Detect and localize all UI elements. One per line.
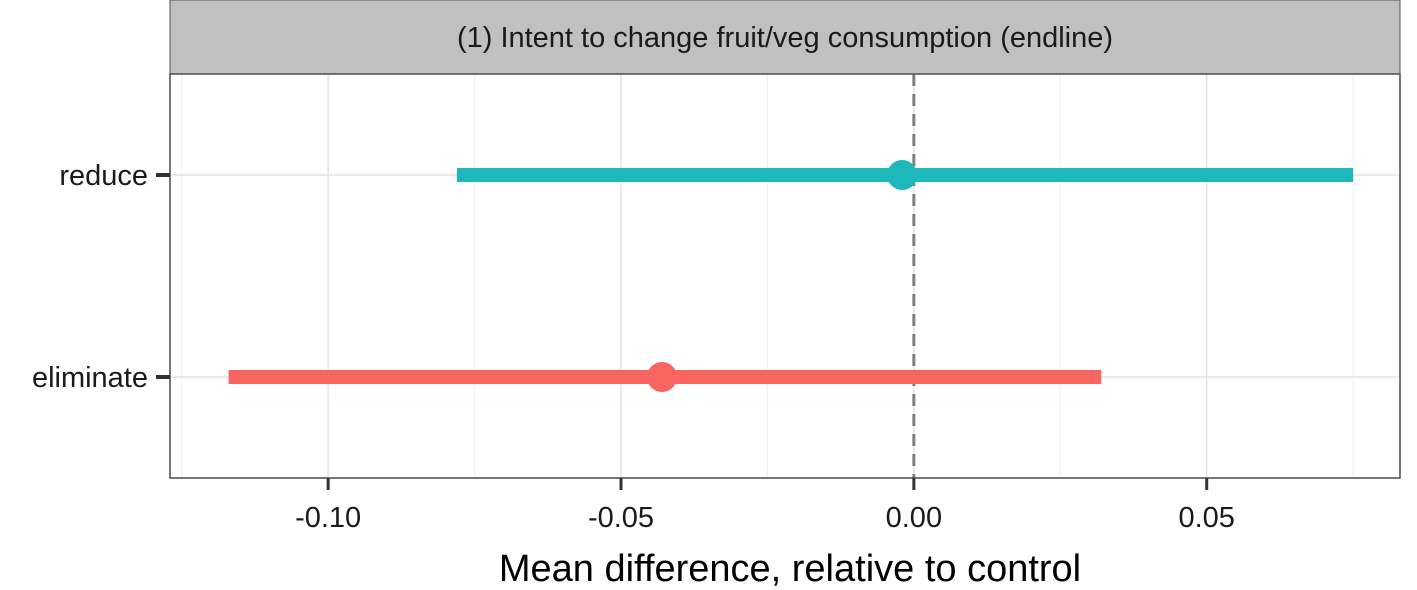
- panel-border: [169, 73, 1401, 479]
- x-axis: -0.10 -0.05 0.00 0.05: [295, 478, 1235, 534]
- data-marks: [228, 160, 1354, 392]
- x-tick-label: 0.00: [886, 502, 942, 534]
- y-tick-label: eliminate: [32, 362, 148, 394]
- facet-title: (1) Intent to change fruit/veg consumpti…: [457, 22, 1113, 54]
- plot-panel: [170, 74, 1400, 478]
- y-axis: reduce eliminate: [32, 160, 170, 394]
- y-tick-label: reduce: [59, 160, 148, 192]
- x-tick-label: -0.10: [295, 502, 361, 534]
- facet-strip: [169, 0, 1401, 75]
- x-tick-label: 0.05: [1178, 502, 1234, 534]
- estimate-point-reduce: [887, 160, 918, 190]
- estimate-point-eliminate: [647, 362, 677, 392]
- x-tick-label: -0.05: [588, 502, 654, 534]
- x-axis-title: Mean difference, relative to control: [499, 548, 1081, 590]
